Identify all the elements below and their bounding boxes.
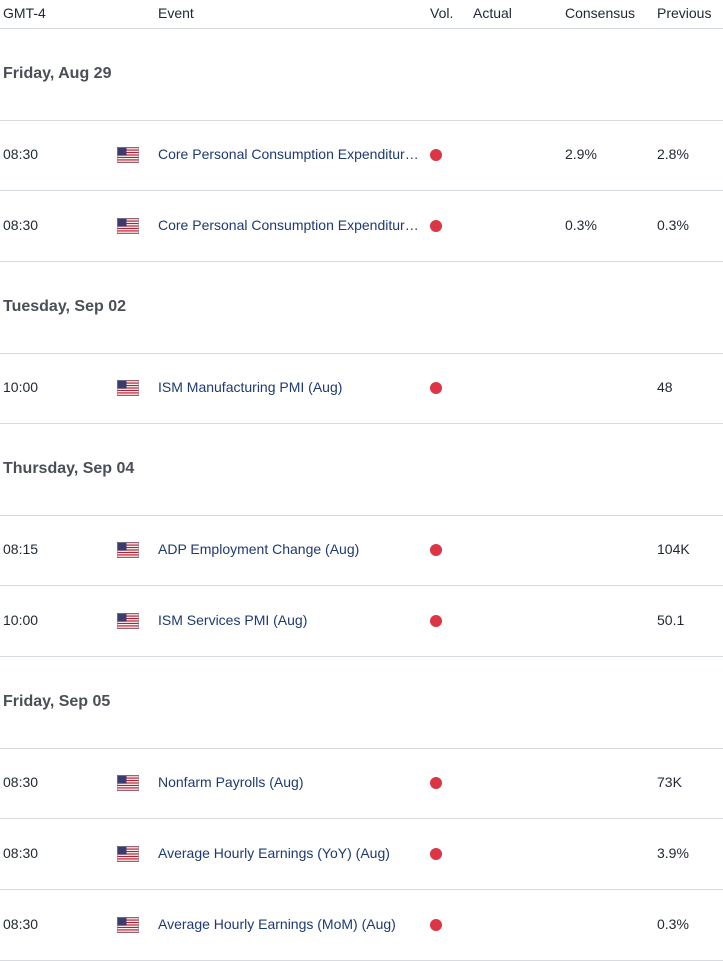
day-header: Friday, Sep 05 — [0, 657, 723, 749]
event-time: 10:00 — [3, 612, 39, 628]
event-name-link[interactable]: ADP Employment Change (Aug) — [158, 541, 360, 557]
us-flag-icon — [117, 147, 139, 163]
high-impact-dot-icon — [430, 848, 442, 860]
volatility-column-header: Vol. — [430, 5, 454, 21]
consensus-value: 2.9% — [565, 146, 597, 162]
day-header: Friday, Aug 29 — [0, 29, 723, 121]
high-impact-dot-icon — [430, 777, 442, 789]
event-time: 08:30 — [3, 774, 39, 790]
us-flag-icon — [117, 775, 139, 791]
event-name-link[interactable]: Nonfarm Payrolls (Aug) — [158, 774, 304, 790]
day-header: Thursday, Sep 04 — [0, 424, 723, 516]
day-label: Tuesday, Sep 02 — [3, 298, 127, 315]
event-name-link[interactable]: Core Personal Consumption Expenditures (… — [158, 217, 426, 233]
event-name-link[interactable]: Average Hourly Earnings (YoY) (Aug) — [158, 845, 390, 861]
us-flag-icon — [117, 846, 139, 862]
event-name-link[interactable]: Average Hourly Earnings (MoM) (Aug) — [158, 916, 396, 932]
previous-value: 73K — [657, 774, 682, 790]
day-label: Friday, Aug 29 — [3, 65, 112, 82]
event-time: 08:15 — [3, 541, 39, 557]
event-row[interactable]: 08:30 Core Personal Consumption Expenditu… — [0, 191, 723, 262]
high-impact-dot-icon — [430, 382, 442, 394]
previous-value: 50.1 — [657, 612, 685, 628]
day-header: Tuesday, Sep 02 — [0, 262, 723, 354]
high-impact-dot-icon — [430, 615, 442, 627]
previous-value: 3.9% — [657, 845, 689, 861]
table-header: GMT-4 Event Vol. Actual Consensus Previo… — [0, 0, 723, 29]
event-row[interactable]: 10:00 ISM Manufacturing PMI (Aug) 48 — [0, 353, 723, 424]
timezone-label[interactable]: GMT-4 — [3, 5, 46, 21]
event-time: 08:30 — [3, 916, 39, 932]
event-name-link[interactable]: Core Personal Consumption Expenditures (… — [158, 146, 426, 162]
event-row[interactable]: 08:30 Core Personal Consumption Expenditu… — [0, 120, 723, 191]
actual-column-header: Actual — [473, 5, 512, 21]
consensus-value: 0.3% — [565, 217, 597, 233]
consensus-column-header: Consensus — [565, 5, 636, 21]
us-flag-icon — [117, 613, 139, 629]
previous-value: 2.8% — [657, 146, 689, 162]
event-time: 08:30 — [3, 217, 39, 233]
event-name-link[interactable]: ISM Services PMI (Aug) — [158, 612, 308, 628]
previous-value: 0.3% — [657, 916, 689, 932]
event-column-header: Event — [158, 5, 194, 21]
event-name-link[interactable]: ISM Manufacturing PMI (Aug) — [158, 379, 343, 395]
event-row[interactable]: 10:00 ISM Services PMI (Aug) 50.1 — [0, 586, 723, 657]
event-row[interactable]: 08:30 Average Hourly Earnings (YoY) (Aug)… — [0, 819, 723, 890]
high-impact-dot-icon — [430, 149, 442, 161]
event-time: 10:00 — [3, 379, 39, 395]
day-label: Friday, Sep 05 — [3, 693, 111, 710]
high-impact-dot-icon — [430, 544, 442, 556]
event-time: 08:30 — [3, 146, 39, 162]
day-label: Thursday, Sep 04 — [3, 460, 135, 477]
high-impact-dot-icon — [430, 220, 442, 232]
high-impact-dot-icon — [430, 919, 442, 931]
previous-value: 48 — [657, 379, 673, 395]
previous-value: 0.3% — [657, 217, 689, 233]
us-flag-icon — [117, 380, 139, 396]
event-row[interactable]: 08:30 Nonfarm Payrolls (Aug) 73K — [0, 748, 723, 819]
us-flag-icon — [117, 218, 139, 234]
us-flag-icon — [117, 917, 139, 933]
us-flag-icon — [117, 542, 139, 558]
event-row[interactable]: 08:15 ADP Employment Change (Aug) 104K — [0, 515, 723, 586]
previous-value: 104K — [657, 541, 690, 557]
previous-column-header: Previous — [657, 5, 712, 21]
event-row[interactable]: 08:30 Average Hourly Earnings (MoM) (Aug)… — [0, 890, 723, 961]
event-time: 08:30 — [3, 845, 39, 861]
